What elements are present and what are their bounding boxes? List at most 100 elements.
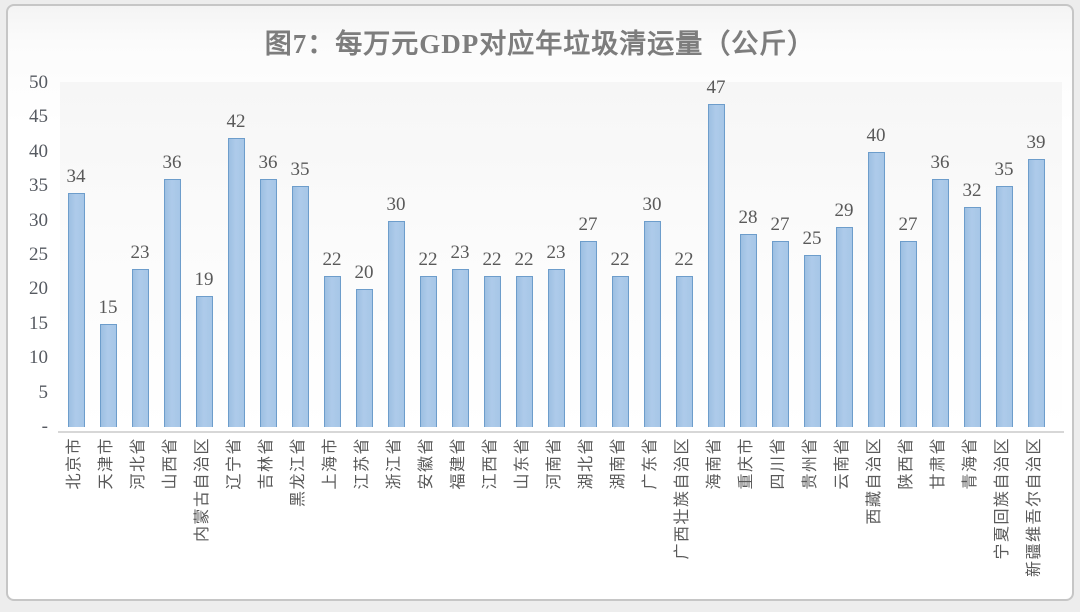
x-axis-label: 陕西省 [898,437,915,490]
y-axis-tick-label: 25 [29,244,48,265]
bar-value-label: 22 [514,249,534,270]
bar-value-label: 19 [194,269,214,290]
y-axis-tick-label: 10 [29,347,48,369]
bar [227,138,245,427]
bar-value-label: 22 [674,249,694,270]
y-axis-tick-label: 5 [38,381,49,403]
bar-value-label: 42 [226,111,246,132]
x-axis-label: 甘肃省 [930,437,947,490]
bar-value-label: 27 [898,214,918,235]
x-axis-label: 吉林省 [258,437,275,490]
x-axis-label: 浙江省 [386,437,403,490]
bar [867,152,885,427]
bar [323,276,341,427]
x-axis-label: 海南省 [706,437,723,490]
bar-value-label: 15 [98,297,118,318]
y-axis-tick-label: 40 [29,140,48,162]
x-axis-label: 重庆市 [738,437,755,490]
x-axis-label: 西藏自治区 [866,437,883,525]
x-axis-label: 新疆维吾尔自治区 [1026,437,1043,578]
bar [483,276,501,427]
x-axis-label: 安徽省 [418,437,435,490]
bar [547,269,565,427]
bar-value-label: 47 [706,77,726,98]
bar [131,269,149,427]
bar [995,186,1013,427]
bar [835,227,853,427]
y-axis-tick-label: - [41,416,48,437]
bar-value-label: 29 [834,200,854,221]
x-axis-label: 辽宁省 [226,437,243,490]
bar-value-label: 23 [450,242,470,263]
bar-value-label: 27 [578,214,598,235]
bar [387,221,405,427]
x-axis-label: 广东省 [642,437,659,490]
x-axis-label: 上海市 [322,437,339,490]
bar-value-label: 30 [642,194,662,215]
x-axis-label: 青海省 [962,437,979,490]
bar-value-label: 22 [482,249,502,270]
bar-value-label: 35 [290,159,310,180]
bar [579,241,597,427]
bar-value-label: 22 [610,249,630,270]
bar-value-label: 23 [130,242,150,263]
x-axis-label: 内蒙古自治区 [194,437,211,543]
bar-value-label: 34 [66,166,86,187]
bar-value-label: 36 [162,152,182,173]
y-axis-tick-label: 35 [29,175,48,197]
bar [771,241,789,427]
bar-value-label: 22 [322,249,342,270]
x-axis-label: 福建省 [450,437,467,490]
bar-value-label: 27 [770,214,790,235]
bar-value-label: 30 [386,194,406,215]
bar [643,221,661,427]
bar-value-label: 22 [418,249,438,270]
chart-frame: 图7：每万元GDP对应年垃圾清运量（公斤） - 5 10 15 20 25 30 35 40 45… [6,4,1074,601]
bar [963,207,981,427]
bar-value-label: 39 [1026,132,1046,153]
x-axis-label: 黑龙江省 [290,437,307,508]
bar-value-label: 36 [258,152,278,173]
y-axis-tick-label: 45 [29,106,48,128]
bar [451,269,469,427]
bar [99,324,117,427]
bar [707,104,725,427]
y-axis-tick-label: 15 [29,312,48,334]
x-axis-label: 湖南省 [610,437,627,490]
bar-value-label: 25 [802,228,822,249]
x-axis-label: 天津市 [98,437,115,490]
bar-value-label: 20 [354,262,374,283]
bar [1027,159,1045,427]
bar-value-label: 36 [930,152,950,173]
bar [67,193,85,427]
bar [899,241,917,427]
bar [419,276,437,427]
x-axis-label: 河南省 [546,437,563,490]
x-axis-label: 河北省 [130,437,147,490]
bar [259,179,277,427]
bar [931,179,949,427]
bar [739,234,757,427]
bar-value-label: 28 [738,207,758,228]
x-axis-line [58,431,1064,433]
y-axis-tick-label: 50 [29,72,48,93]
x-axis-label: 江西省 [482,437,499,490]
chart-title: 图7：每万元GDP对应年垃圾清运量（公斤） [264,29,816,59]
bar [515,276,533,427]
x-axis-label: 北京市 [66,437,83,490]
bar [291,186,309,427]
bar [611,276,629,427]
bar [675,276,693,427]
y-axis-tick-label: 20 [29,278,48,300]
bar [163,179,181,427]
x-axis-label: 山东省 [514,437,531,490]
bar [803,255,821,427]
x-axis-label: 广西壮族自治区 [674,437,691,560]
x-axis-label: 江苏省 [354,437,371,490]
x-axis-label: 云南省 [834,437,851,490]
x-axis-label: 贵州省 [802,437,819,490]
bar-value-label: 40 [866,125,886,146]
bar [355,289,373,427]
x-axis-label: 宁夏回族自治区 [994,437,1011,560]
x-axis-label: 湖北省 [578,437,595,490]
